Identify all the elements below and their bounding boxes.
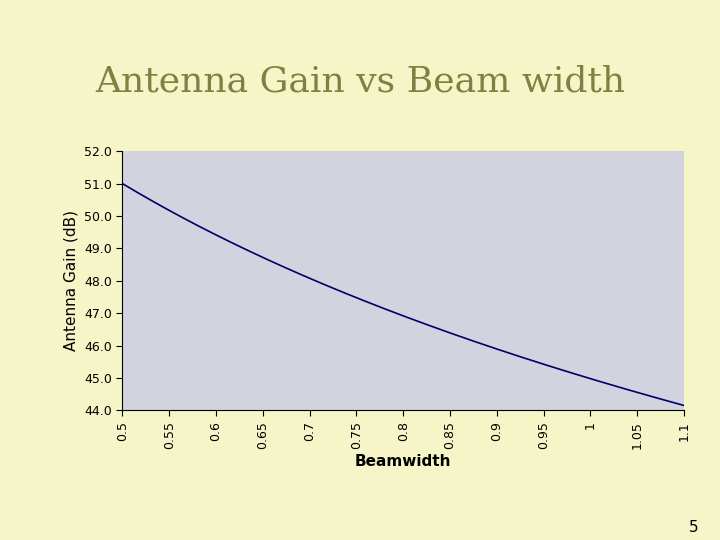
Y-axis label: Antenna Gain (dB): Antenna Gain (dB) xyxy=(63,210,78,352)
Text: 5: 5 xyxy=(689,519,698,535)
Text: Antenna Gain vs Beam width: Antenna Gain vs Beam width xyxy=(95,65,625,99)
X-axis label: Beamwidth: Beamwidth xyxy=(355,454,451,469)
